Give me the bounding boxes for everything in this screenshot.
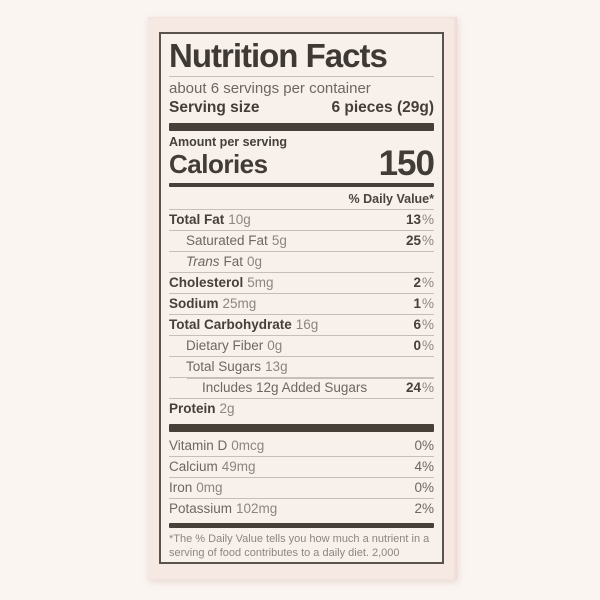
thick-rule-top	[169, 123, 434, 131]
nutrient-amount: 10g	[228, 212, 251, 227]
nutrition-facts-panel: Nutrition Facts about 6 servings per con…	[159, 32, 444, 564]
servings-per-container: about 6 servings per container	[169, 80, 371, 97]
percent-sign: %	[421, 296, 434, 311]
nutrient-row-dietary-fiber: Dietary Fiber 0g 0 %	[169, 335, 434, 356]
medium-rule-footnote	[169, 523, 434, 528]
vitamin-amount: 49mg	[221, 459, 256, 474]
nutrient-name: Saturated Fat	[186, 233, 268, 248]
calories-value: 150	[378, 144, 435, 183]
nutrient-amount: 16g	[295, 317, 319, 332]
vitamin-name: Calcium	[169, 459, 218, 474]
nutrient-amount: 13g	[265, 359, 288, 374]
serving-size-row: Serving size 6 pieces (29g)	[169, 98, 434, 118]
daily-value-footnote: *The % Daily Value tells you how much a …	[169, 533, 430, 562]
nutrient-name: Total Sugars	[186, 359, 262, 374]
label-title: Nutrition Facts	[169, 37, 388, 74]
nutrient-rows: Total Fat 10g 13 % Saturated Fat 5g 25 %…	[169, 209, 434, 419]
vitamin-percent: 0%	[414, 438, 434, 453]
vitamin-row-calcium: Calcium 49mg 4%	[169, 456, 434, 477]
nutrient-row-cholesterol: Cholesterol 5mg 2 %	[169, 272, 434, 293]
vitamin-row-iron: Iron 0mg 0%	[169, 477, 434, 498]
nutrient-row-trans-fat: Trans Fat 0g	[169, 251, 434, 272]
serving-size-value: 6 pieces (29g)	[331, 99, 434, 116]
nutrient-row-total-fat: Total Fat 10g 13 %	[169, 210, 434, 230]
nutrient-amount: 0g	[267, 338, 283, 353]
nutrient-amount: 0g	[247, 254, 263, 269]
nutrient-percent: 2	[413, 275, 421, 290]
nutrient-percent: 13	[405, 212, 421, 227]
thick-rule-vitamins	[169, 424, 434, 432]
nutrient-amount: 25mg	[222, 296, 257, 311]
percent-sign: %	[421, 212, 434, 227]
nutrient-name: Cholesterol	[169, 275, 244, 290]
nutrient-row-saturated-fat: Saturated Fat 5g 25 %	[169, 230, 434, 251]
nutrient-percent: 25	[405, 233, 421, 248]
percent-sign: %	[421, 275, 434, 290]
calories-label: Calories	[169, 149, 268, 179]
calories-row: Calories 150	[169, 144, 435, 183]
daily-value-header: % Daily Value*	[348, 192, 434, 206]
vitamin-percent: 4%	[414, 459, 434, 474]
vitamin-name: Vitamin D	[169, 438, 228, 453]
percent-sign: %	[421, 317, 434, 332]
nutrient-percent: 24	[405, 380, 421, 395]
nutrient-row-protein: Protein 2g	[169, 398, 434, 419]
nutrient-name-italic: Trans	[186, 254, 220, 269]
serving-size-label: Serving size	[169, 99, 260, 116]
nutrient-row-total-sugars: Total Sugars 13g	[169, 356, 434, 377]
vitamin-name: Iron	[169, 480, 193, 495]
percent-sign: %	[421, 338, 434, 353]
vitamin-rows: Vitamin D 0mcg 0% Calcium 49mg 4% Iron 0…	[169, 436, 434, 519]
vitamin-row-potassium: Potassium 102mg 2%	[169, 498, 434, 519]
vitamin-amount: 0mg	[196, 480, 223, 495]
nutrient-percent: 0	[413, 338, 421, 353]
title-divider	[169, 76, 434, 77]
nutrient-amount: 5g	[271, 233, 287, 248]
vitamin-amount: 0mcg	[231, 438, 265, 453]
nutrient-percent: 6	[413, 317, 421, 332]
nutrient-name: Fat	[223, 254, 244, 269]
nutrient-name: Total Fat	[169, 212, 225, 227]
nutrient-row-total-carbohydrate: Total Carbohydrate 16g 6 %	[169, 314, 434, 335]
nutrient-name: Includes 12g Added Sugars	[202, 380, 368, 395]
vitamin-amount: 102mg	[236, 501, 278, 516]
amount-per-serving-label: Amount per serving	[169, 135, 288, 149]
nutrient-row-sodium: Sodium 25mg 1 %	[169, 293, 434, 314]
medium-rule-calories	[169, 183, 434, 187]
nutrient-name: Protein	[169, 401, 216, 416]
vitamin-percent: 2%	[414, 501, 434, 516]
vitamin-name: Potassium	[169, 501, 233, 516]
nutrient-name: Total Carbohydrate	[169, 317, 292, 332]
nutrient-name: Dietary Fiber	[186, 338, 264, 353]
percent-sign: %	[421, 380, 434, 395]
vitamin-percent: 0%	[414, 480, 434, 495]
nutrient-name: Sodium	[169, 296, 219, 311]
nutrient-amount: 2g	[219, 401, 235, 416]
nutrient-amount: 5mg	[247, 275, 274, 290]
nutrient-row-added-sugars: Includes 12g Added Sugars 24 %	[169, 377, 434, 398]
nutrient-percent: 1	[413, 296, 421, 311]
percent-sign: %	[421, 233, 434, 248]
vitamin-row-vitamin-d: Vitamin D 0mcg 0%	[169, 436, 434, 456]
nutrition-label-paper: Nutrition Facts about 6 servings per con…	[148, 17, 457, 580]
